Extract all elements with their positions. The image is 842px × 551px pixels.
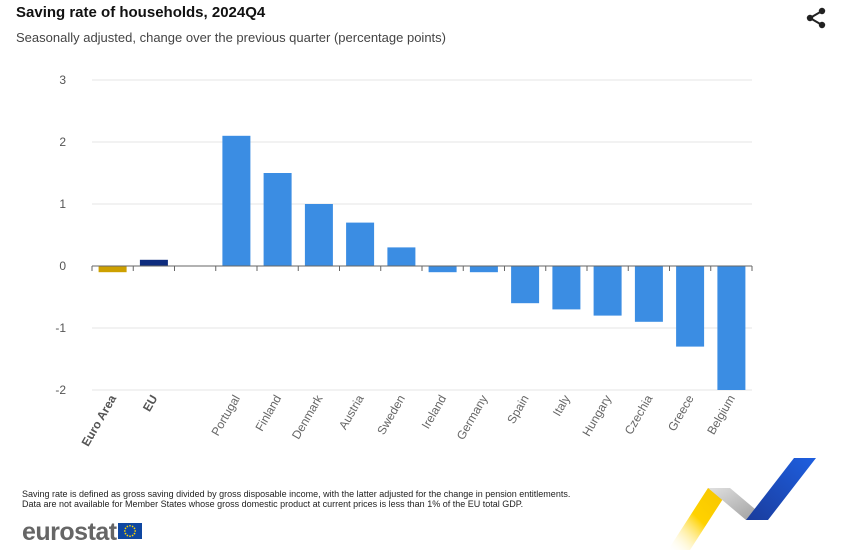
bar[interactable]	[428, 266, 457, 273]
x-tick-label: Portugal	[208, 393, 242, 439]
bar[interactable]	[593, 266, 622, 316]
bar[interactable]	[717, 266, 746, 390]
x-tick-label: Sweden	[374, 393, 408, 438]
x-tick-label: EU	[140, 393, 160, 414]
bar[interactable]	[552, 266, 581, 310]
bar[interactable]	[676, 266, 705, 347]
bar-chart: -2 -1 0 1 2 3 Euro Area EU Portugal Finland Denmar…	[55, 73, 753, 449]
bar[interactable]	[469, 266, 498, 273]
x-tick-label: Denmark	[289, 392, 326, 442]
y-tick-label: 0	[59, 259, 66, 273]
bar[interactable]	[222, 135, 251, 266]
bar[interactable]	[304, 204, 333, 266]
chart-title: Saving rate of households, 2024Q4	[16, 4, 266, 21]
footnotes: Saving rate is defined as gross saving d…	[22, 489, 622, 509]
x-tick-label: Austria	[336, 392, 367, 432]
bar[interactable]	[139, 259, 168, 266]
x-tick-label: Greece	[665, 392, 697, 433]
y-tick-label: 2	[59, 135, 66, 149]
y-tick-label: 1	[59, 197, 66, 211]
x-tick-label: Belgium	[704, 393, 738, 438]
bar[interactable]	[346, 222, 375, 266]
footnote-availability: Data are not available for Member States…	[22, 499, 524, 509]
y-tick-label: -1	[55, 321, 66, 335]
chart-subtitle: Seasonally adjusted, change over the pre…	[16, 30, 446, 45]
bar[interactable]	[98, 266, 127, 273]
x-tick-label: Czechia	[622, 392, 656, 437]
bar[interactable]	[387, 247, 416, 266]
x-tick-label: Euro Area	[79, 392, 120, 449]
bar[interactable]	[511, 266, 540, 304]
bar[interactable]	[634, 266, 663, 322]
bar[interactable]	[263, 173, 292, 266]
x-tick-label: Italy	[550, 393, 573, 419]
x-tick-label: Finland	[252, 393, 284, 434]
eu-flag-icon	[118, 523, 142, 539]
x-tick-label: Spain	[504, 393, 531, 427]
y-tick-label: -2	[55, 383, 66, 397]
x-tick-label: Hungary	[579, 393, 614, 439]
footnote-definition: Saving rate is defined as gross saving d…	[22, 489, 571, 499]
x-tick-label: Ireland	[419, 393, 449, 432]
share-icon[interactable]	[804, 6, 828, 30]
eurostat-logo-text: eurostat	[22, 518, 117, 546]
eurostat-ribbon-logo	[668, 458, 816, 550]
y-tick-label: 3	[59, 73, 66, 87]
x-tick-label: Germany	[454, 393, 491, 443]
